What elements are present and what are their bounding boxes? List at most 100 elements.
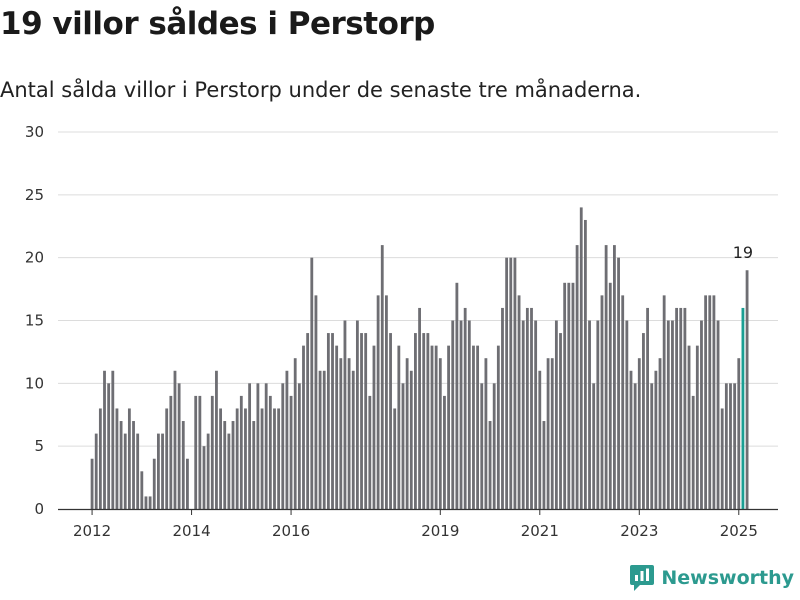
bar xyxy=(177,383,181,509)
bar xyxy=(422,333,426,509)
bar xyxy=(111,370,115,509)
chart-title: 19 villor såldes i Perstorp xyxy=(0,6,435,42)
y-tick-label: 30 xyxy=(25,123,44,141)
bar xyxy=(633,383,637,509)
bar xyxy=(571,282,575,509)
bar xyxy=(496,345,500,509)
bar xyxy=(505,257,509,509)
bar xyxy=(140,471,144,509)
bar xyxy=(380,245,384,509)
bar xyxy=(144,496,148,509)
bar xyxy=(463,307,467,509)
bar xyxy=(409,370,413,509)
bar xyxy=(509,257,513,509)
bar xyxy=(720,408,724,509)
bar xyxy=(492,383,496,509)
highlight-value-label: 19 xyxy=(733,243,753,262)
bar xyxy=(339,358,343,509)
bar xyxy=(642,333,645,509)
x-tick-label: 2012 xyxy=(73,522,111,540)
bar xyxy=(181,421,185,509)
bar xyxy=(443,395,446,509)
bar xyxy=(583,219,587,509)
bar xyxy=(231,421,235,509)
bar xyxy=(604,245,608,509)
y-tick-label: 15 xyxy=(25,312,44,330)
x-tick-label: 2025 xyxy=(720,522,758,540)
bar xyxy=(687,345,691,509)
bar xyxy=(173,370,177,509)
bar xyxy=(608,282,612,509)
bar xyxy=(314,295,318,509)
bar xyxy=(679,307,683,509)
bar xyxy=(215,370,218,509)
bar xyxy=(484,358,488,509)
bar xyxy=(389,333,392,509)
bar xyxy=(472,345,475,509)
bar xyxy=(480,383,484,509)
bar xyxy=(430,345,434,509)
bar xyxy=(152,458,156,509)
x-tick-label: 2021 xyxy=(521,522,559,540)
bar xyxy=(501,307,504,509)
brand-name: Newsworthy xyxy=(661,567,794,589)
y-tick-label: 0 xyxy=(34,500,44,518)
bar xyxy=(273,408,276,509)
bar xyxy=(107,383,111,509)
bar xyxy=(724,383,728,509)
bar xyxy=(716,320,720,509)
bar xyxy=(418,307,421,509)
bar xyxy=(115,408,119,509)
bar xyxy=(210,395,214,509)
bar xyxy=(169,395,173,509)
bar xyxy=(658,358,662,509)
bar xyxy=(156,433,160,509)
bar xyxy=(559,333,562,509)
bar xyxy=(235,408,239,509)
bar xyxy=(343,320,347,509)
bar xyxy=(351,370,355,509)
bar xyxy=(629,370,633,509)
bar xyxy=(567,282,571,509)
bar xyxy=(451,320,455,509)
bar xyxy=(331,333,334,509)
bar xyxy=(335,345,339,509)
bar xyxy=(123,433,127,509)
bar xyxy=(186,458,189,509)
bar xyxy=(405,358,409,509)
y-tick-label: 25 xyxy=(25,186,44,204)
bar xyxy=(733,383,737,509)
newsworthy-brand: Newsworthy xyxy=(629,564,794,592)
newsworthy-logo-icon xyxy=(630,565,655,591)
bar xyxy=(219,408,222,509)
bar xyxy=(563,282,567,509)
bar xyxy=(683,307,687,509)
bar xyxy=(691,395,695,509)
bar xyxy=(729,383,732,509)
bar xyxy=(646,307,649,509)
bar xyxy=(310,257,314,509)
y-tick-label: 10 xyxy=(25,374,44,392)
bar xyxy=(546,358,550,509)
bar xyxy=(223,421,227,509)
bar xyxy=(127,408,131,509)
bar xyxy=(613,245,616,509)
bar xyxy=(575,245,579,509)
bar xyxy=(161,433,164,509)
bar xyxy=(662,295,666,509)
bar xyxy=(530,307,533,509)
bar xyxy=(347,358,351,509)
bar xyxy=(579,207,583,509)
bar xyxy=(592,383,596,509)
bar xyxy=(542,421,546,509)
bar xyxy=(90,458,94,509)
bar xyxy=(248,383,252,509)
bar xyxy=(206,433,210,509)
bar xyxy=(401,383,405,509)
bar xyxy=(252,421,256,509)
bar xyxy=(671,320,674,509)
bar xyxy=(617,257,620,509)
bar xyxy=(650,383,654,509)
x-tick-label: 2019 xyxy=(421,522,459,540)
bar xyxy=(297,383,301,509)
